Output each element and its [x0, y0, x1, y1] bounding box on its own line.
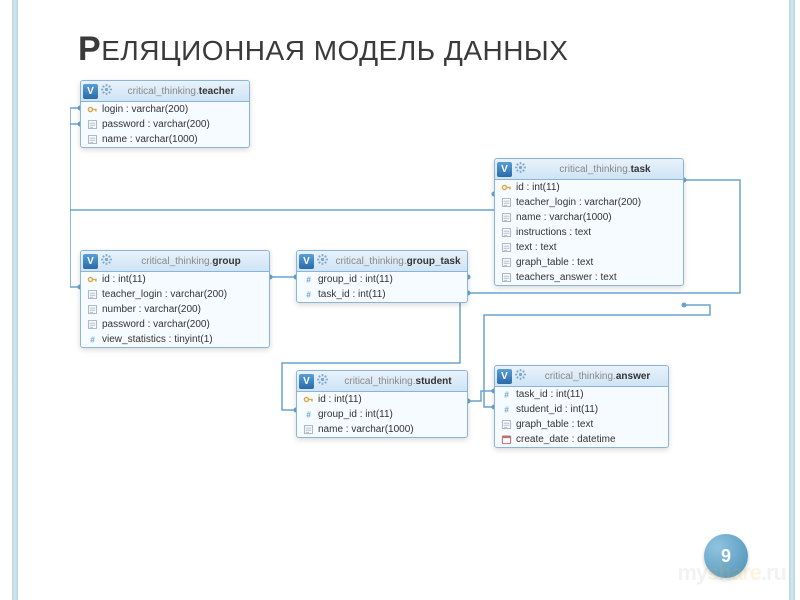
table-title: critical_thinking.group	[117, 256, 265, 267]
field-label: instructions : text	[516, 227, 591, 238]
svg-text:#: #	[504, 390, 509, 399]
gear-icon	[100, 253, 117, 269]
page-title: РЕЛЯЦИОННАЯ МОДЕЛЬ ДАННЫХ	[78, 30, 568, 69]
table-student: V critical_thinking.student id : int(11)…	[296, 370, 468, 438]
field-row: name : varchar(1000)	[81, 132, 249, 147]
field-label: id : int(11)	[318, 394, 362, 405]
field-row: teacher_login : varchar(200)	[495, 195, 683, 210]
gear-icon	[514, 161, 531, 177]
table-header: V critical_thinking.answer	[495, 366, 668, 387]
erd-canvas: V critical_thinking.teacher login : varc…	[70, 80, 750, 550]
field-row: name : varchar(1000)	[297, 422, 467, 437]
table-group_task: V critical_thinking.group_task # group_id…	[296, 250, 468, 303]
decorative-stripe-left	[12, 0, 18, 600]
field-row: # group_id : int(11)	[297, 272, 467, 287]
table-teacher: V critical_thinking.teacher login : varc…	[80, 80, 250, 148]
svg-text:#: #	[90, 335, 95, 344]
table-header: V critical_thinking.teacher	[81, 81, 249, 102]
gear-icon	[100, 83, 117, 99]
field-label: text : text	[516, 242, 557, 253]
gear-icon	[316, 373, 333, 389]
field-label: name : varchar(1000)	[102, 134, 198, 145]
table-answer: V critical_thinking.answer # task_id : in…	[494, 365, 669, 448]
field-row: # student_id : int(11)	[495, 402, 668, 417]
field-row: # view_statistics : tinyint(1)	[81, 332, 269, 347]
table-group: V critical_thinking.group id : int(11) te…	[80, 250, 270, 348]
table-header: V critical_thinking.group	[81, 251, 269, 272]
field-row: graph_table : text	[495, 417, 668, 432]
field-label: student_id : int(11)	[516, 404, 598, 415]
table-task: V critical_thinking.task id : int(11) tea…	[494, 158, 684, 286]
field-label: group_id : int(11)	[318, 409, 393, 420]
field-label: id : int(11)	[516, 182, 560, 193]
field-label: id : int(11)	[102, 274, 146, 285]
field-label: number : varchar(200)	[102, 304, 201, 315]
field-row: # task_id : int(11)	[297, 287, 467, 302]
watermark: myshare.ru	[677, 560, 786, 586]
gear-icon	[514, 368, 531, 384]
field-label: name : varchar(1000)	[516, 212, 612, 223]
field-label: graph_table : text	[516, 419, 593, 430]
field-row: # task_id : int(11)	[495, 387, 668, 402]
table-title: critical_thinking.student	[333, 376, 463, 387]
table-title: critical_thinking.answer	[531, 371, 664, 382]
field-row: id : int(11)	[297, 392, 467, 407]
svg-text:#: #	[306, 275, 311, 284]
relation-endpoint	[682, 303, 687, 308]
field-label: password : varchar(200)	[102, 319, 210, 330]
field-row: teachers_answer : text	[495, 270, 683, 285]
field-label: login : varchar(200)	[102, 104, 188, 115]
field-row: name : varchar(1000)	[495, 210, 683, 225]
field-row: password : varchar(200)	[81, 117, 249, 132]
field-row: id : int(11)	[495, 180, 683, 195]
table-title: critical_thinking.task	[531, 164, 679, 175]
field-row: password : varchar(200)	[81, 317, 269, 332]
gear-icon	[316, 253, 333, 269]
view-badge-icon: V	[497, 369, 512, 384]
table-title: critical_thinking.teacher	[117, 86, 245, 97]
field-row: login : varchar(200)	[81, 102, 249, 117]
table-header: V critical_thinking.group_task	[297, 251, 467, 272]
field-label: create_date : datetime	[516, 434, 616, 445]
field-label: graph_table : text	[516, 257, 593, 268]
field-row: # group_id : int(11)	[297, 407, 467, 422]
field-label: task_id : int(11)	[516, 389, 584, 400]
field-label: teacher_login : varchar(200)	[102, 289, 227, 300]
field-row: create_date : datetime	[495, 432, 668, 447]
view-badge-icon: V	[299, 254, 314, 269]
field-row: id : int(11)	[81, 272, 269, 287]
table-header: V critical_thinking.task	[495, 159, 683, 180]
svg-text:#: #	[306, 290, 311, 299]
table-header: V critical_thinking.student	[297, 371, 467, 392]
svg-text:#: #	[306, 410, 311, 419]
decorative-stripe-right	[789, 0, 795, 600]
field-label: task_id : int(11)	[318, 289, 386, 300]
field-row: text : text	[495, 240, 683, 255]
view-badge-icon: V	[83, 84, 98, 99]
field-label: teacher_login : varchar(200)	[516, 197, 641, 208]
table-title: critical_thinking.group_task	[333, 256, 463, 267]
svg-text:#: #	[504, 405, 509, 414]
field-row: instructions : text	[495, 225, 683, 240]
relation-line	[468, 391, 494, 401]
field-row: number : varchar(200)	[81, 302, 269, 317]
field-label: view_statistics : tinyint(1)	[102, 334, 213, 345]
field-row: graph_table : text	[495, 255, 683, 270]
relation-line	[70, 108, 80, 287]
view-badge-icon: V	[83, 254, 98, 269]
field-label: group_id : int(11)	[318, 274, 393, 285]
field-label: teachers_answer : text	[516, 272, 617, 283]
field-row: teacher_login : varchar(200)	[81, 287, 269, 302]
view-badge-icon: V	[497, 162, 512, 177]
view-badge-icon: V	[299, 374, 314, 389]
field-label: name : varchar(1000)	[318, 424, 414, 435]
field-label: password : varchar(200)	[102, 119, 210, 130]
